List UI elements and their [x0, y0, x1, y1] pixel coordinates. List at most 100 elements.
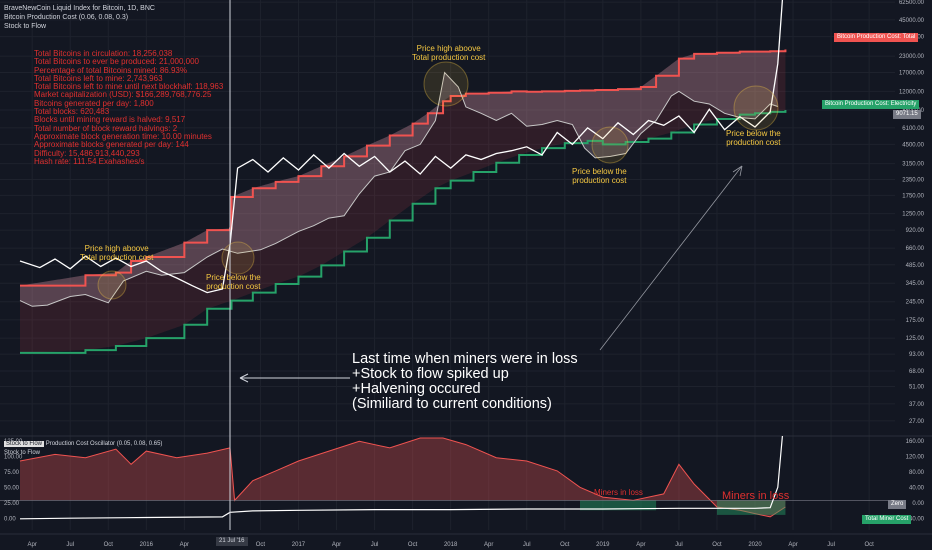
osc-left-tick: 75.00 — [4, 470, 20, 476]
osc-right-tick: -40.00 — [907, 517, 925, 523]
stats-line: Bitcoins generated per day: 1,800 — [34, 98, 154, 108]
x-tick-label: Apr — [484, 542, 493, 548]
y-tick-label: 920.00 — [906, 228, 925, 234]
y-tick-label: 345.00 — [906, 281, 925, 287]
osc-right-tick: 160.00 — [906, 439, 925, 445]
label-electricity-cost: Bitcoin Production Cost: Electricity — [822, 100, 920, 109]
y-tick-label: 660.00 — [906, 246, 925, 252]
osc-right-tick: 40.00 — [909, 486, 925, 492]
stats-line: Approximate blocks generated per day: 14… — [34, 140, 189, 150]
x-tick-label: Jul — [66, 542, 74, 548]
x-tick-label: Oct — [256, 542, 266, 548]
x-tick-label: Oct — [560, 542, 570, 548]
osc-legend-1: Stock to Flow Production Cost Oscillator… — [4, 441, 163, 447]
stats-line: Percentage of total Bitcoins mined: 86.9… — [34, 65, 187, 75]
highlight-circle — [733, 85, 779, 131]
annotation-below-2016: Price below the production cost — [206, 273, 261, 291]
x-tick-label: Jul — [371, 542, 379, 548]
y-tick-label: 4500.00 — [902, 142, 924, 148]
x-tick-label: Oct — [408, 542, 418, 548]
y-tick-label: 125.00 — [906, 336, 925, 342]
osc-left-tick: 0.00 — [4, 517, 16, 523]
y-tick-label: 12000.00 — [899, 89, 925, 95]
stats-line: Blocks until mining reward is halved: 9,… — [34, 115, 186, 125]
label-zero: Zero — [888, 500, 907, 509]
price-line — [19, 71, 778, 307]
header-stock-to-flow: Stock to Flow — [4, 23, 47, 30]
x-tick-label: Oct — [104, 542, 114, 548]
miners-loss-2018: Miners in loss — [594, 488, 643, 497]
y-tick-label: 6100.00 — [902, 126, 924, 132]
y-tick-label: 175.00 — [906, 318, 925, 324]
arrow-up — [599, 165, 743, 351]
stats-line: Total Bitcoins left to mine: 2,743,963 — [34, 73, 163, 83]
x-tick-label: 2017 — [292, 542, 306, 548]
x-tick-label: Oct — [712, 542, 722, 548]
stats-line: Market capitalization (USD): $166,289,76… — [34, 90, 212, 100]
annotation-below-2019: Price below the production cost — [726, 129, 781, 147]
y-tick-label: 17000.00 — [899, 71, 925, 77]
osc-right-tick: 80.00 — [909, 470, 925, 476]
cursor-date-label: 21 Jul '16 — [216, 537, 248, 546]
y-tick-label: 1250.00 — [902, 212, 924, 218]
osc-left-tick: 100.00 — [4, 455, 23, 461]
stats-line: Approximate block generation time: 10.00… — [34, 131, 212, 141]
total-cost-line — [20, 49, 787, 287]
stats-line: Hash rate: 111.54 Exahashes/s — [34, 156, 145, 166]
x-tick-label: Apr — [180, 542, 189, 548]
stats-line: Total Bitcoins in circulation: 18,256,03… — [34, 49, 173, 58]
stats-line: Total number of block reward halvings: 2 — [34, 123, 178, 133]
highlight-circle — [221, 241, 255, 275]
loss-zone-2018 — [580, 500, 657, 511]
x-tick-label: Jul — [523, 542, 531, 548]
y-tick-label: 27.00 — [909, 419, 925, 425]
series-lines — [19, 0, 787, 354]
osc-left-tick: 25.00 — [4, 501, 20, 507]
label-total-miner-cost: Total Miner Cost — [862, 515, 912, 524]
x-tick-label: Jul — [675, 542, 683, 548]
y-tick-label: 1750.00 — [902, 193, 924, 199]
stats-line: Total blocks: 620,483 — [34, 107, 110, 117]
y-tick-label: 51.00 — [909, 385, 925, 391]
x-tick-label: Jul — [827, 542, 835, 548]
y-tick-label: 3150.00 — [902, 162, 924, 168]
y-tick-label: 2350.00 — [902, 177, 924, 183]
annotation-big-note: Last time when miners were in loss +Stock… — [352, 351, 578, 412]
annotation-below-2018: Price below the production cost — [572, 167, 627, 185]
x-tick-label: Apr — [28, 542, 37, 548]
stats-line: Difficulty: 15,486,913,440,293 — [34, 148, 140, 158]
x-tick-label: Oct — [864, 542, 874, 548]
stats-line: Total Bitcoins to ever be produced: 21,0… — [34, 57, 199, 67]
x-tick-label: Apr — [636, 542, 645, 548]
stats-panel: Total Bitcoins in circulation: 18,256,03… — [34, 49, 224, 166]
x-tick-label: 2020 — [748, 542, 762, 548]
x-tick-label: 2016 — [140, 542, 154, 548]
price-band-fill — [20, 50, 778, 307]
header-production-cost: Bitcoin Production Cost (0.06, 0.08, 0.3… — [4, 14, 129, 21]
osc-right-tick: 120.00 — [906, 455, 925, 461]
cost-band-fill — [20, 49, 786, 353]
y-tick-label: 245.00 — [906, 300, 925, 306]
highlight-circle — [97, 270, 127, 300]
oscillator-panel — [0, 435, 932, 520]
stock-to-flow-line — [19, 0, 784, 294]
arrow-up-head — [732, 165, 743, 177]
y-tick-label: 23000.00 — [899, 54, 925, 60]
y-tick-label: 45000.00 — [899, 18, 925, 24]
x-tick-label: Apr — [332, 542, 341, 548]
highlight-circle — [423, 61, 469, 107]
oscillator-area — [20, 438, 786, 517]
osc-stock-to-flow — [19, 435, 783, 520]
label-last-price: 9071.15 — [893, 110, 921, 119]
osc-left-tick: 50.00 — [4, 486, 20, 492]
y-tick-label: 485.00 — [906, 263, 925, 269]
arrow-left-head — [239, 373, 249, 383]
osc-right-tick: 0.00 — [912, 501, 924, 507]
stats-line: Total Bitcoins left to mine until next b… — [34, 82, 224, 92]
highlight-circle — [591, 126, 629, 164]
y-tick-label: 37.00 — [909, 402, 925, 408]
electricity-cost-line — [20, 109, 787, 354]
header-symbol: BraveNewCoin Liquid Index for Bitcoin, 1… — [4, 5, 155, 12]
x-tick-label: 2018 — [444, 542, 458, 548]
